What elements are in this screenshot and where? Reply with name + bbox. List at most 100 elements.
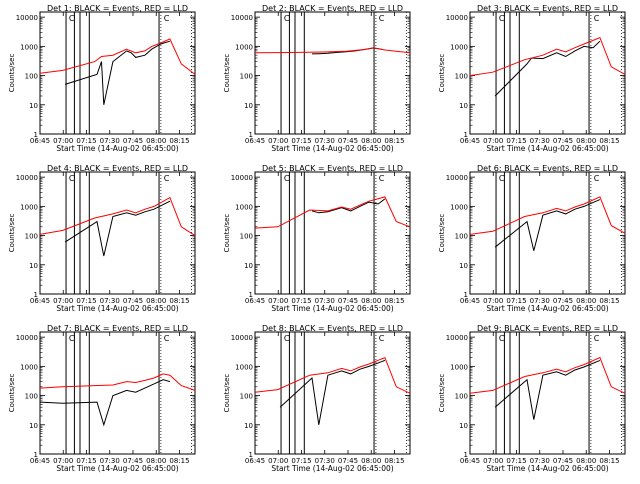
series-events: [279, 359, 386, 425]
series-lld: [469, 36, 626, 77]
y-tick-label: 1000: [20, 203, 38, 211]
series-lld: [39, 373, 196, 391]
x-tick-label: 08:15: [599, 297, 619, 305]
y-tick-label: 1: [249, 451, 253, 459]
flag-label: C: [69, 334, 75, 343]
x-axis-label: Start Time (14-Aug-02 06:45:00): [271, 144, 393, 153]
series-events: [64, 40, 171, 105]
y-tick-label: 1: [249, 291, 253, 299]
x-tick-label: 08:15: [384, 137, 404, 145]
detector-panel-2: Det 2: BLACK = Events, RED = LLD 1 10 100 10…: [223, 4, 411, 153]
x-tick-label: 07:00: [268, 137, 288, 145]
plot-frame: [39, 11, 196, 135]
x-tick-label: 07:45: [553, 137, 573, 145]
x-tick-label: 08:00: [361, 297, 381, 305]
y-tick-label: 10: [29, 262, 38, 270]
y-tick-label: 100: [25, 73, 38, 81]
x-axis-label: Start Time (14-Aug-02 06:45:00): [56, 304, 178, 313]
detector-panel-9: Det 9: BLACK = Events, RED = LLD 1 10 100 10…: [438, 324, 626, 473]
y-tick-label: 10000: [231, 174, 253, 182]
detector-panel-8: Det 8: BLACK = Events, RED = LLD 1 10 100 10…: [223, 324, 411, 473]
y-tick-label: 1: [34, 291, 38, 299]
y-tick-label: 1: [464, 291, 468, 299]
flag-label: C: [594, 14, 600, 23]
flag-label: C: [69, 14, 75, 23]
x-tick-label: 08:15: [169, 137, 189, 145]
y-tick-label: 10000: [446, 174, 468, 182]
x-tick-label: 07:15: [291, 137, 311, 145]
x-tick-label: 08:15: [384, 297, 404, 305]
x-tick-label: 07:45: [123, 297, 143, 305]
flag-label: C: [499, 174, 505, 183]
y-tick-label: 100: [455, 73, 468, 81]
y-tick-label: 10: [244, 422, 253, 430]
y-tick-label: 10: [244, 262, 253, 270]
x-tick-label: 08:00: [361, 457, 381, 465]
x-tick-label: 07:15: [506, 297, 526, 305]
x-tick-label: 07:30: [100, 457, 120, 465]
y-tick-label: 1: [464, 131, 468, 139]
y-tick-label: 1: [34, 451, 38, 459]
x-tick-label: 08:00: [576, 297, 596, 305]
x-axis-label: Start Time (14-Aug-02 06:45:00): [486, 464, 608, 473]
x-tick-label: 08:15: [599, 457, 619, 465]
x-tick-label: 07:00: [483, 457, 503, 465]
panel-title: Det 8: BLACK = Events, RED = LLD: [262, 324, 403, 333]
flag-label: C: [594, 334, 600, 343]
x-tick-label: 07:45: [338, 137, 358, 145]
x-tick-label: 07:00: [53, 137, 73, 145]
x-tick-label: 07:30: [315, 297, 335, 305]
x-tick-label: 07:00: [483, 297, 503, 305]
x-tick-label: 07:00: [53, 297, 73, 305]
plot-frame: [469, 11, 626, 135]
x-tick-label: 08:00: [576, 457, 596, 465]
y-tick-label: 1: [34, 131, 38, 139]
series-events: [311, 198, 386, 214]
x-tick-label: 07:00: [53, 457, 73, 465]
x-axis-label: Start Time (14-Aug-02 06:45:00): [56, 144, 178, 153]
x-axis-label: Start Time (14-Aug-02 06:45:00): [56, 464, 178, 473]
detector-panel-4: Det 4: BLACK = Events, RED = LLD 1 10 100 10…: [8, 164, 196, 313]
detector-panel-1: Det 1: BLACK = Events, RED = LLD 1 10 100 10…: [8, 4, 196, 153]
x-tick-label: 08:00: [361, 137, 381, 145]
series-events: [494, 40, 601, 97]
x-axis-label: Start Time (14-Aug-02 06:45:00): [271, 304, 393, 313]
y-tick-label: 1000: [235, 43, 253, 51]
y-tick-label: 1: [464, 451, 468, 459]
detector-panel-3: Det 3: BLACK = Events, RED = LLD 1 10 100 10…: [438, 4, 626, 153]
x-tick-label: 06:45: [460, 137, 480, 145]
x-tick-label: 08:00: [146, 457, 166, 465]
y-axis-label: Counts/sec: [223, 374, 231, 413]
plot-frame: [254, 331, 411, 455]
x-tick-label: 08:15: [384, 457, 404, 465]
x-tick-label: 08:00: [146, 297, 166, 305]
panel-title: Det 1: BLACK = Events, RED = LLD: [47, 4, 188, 13]
x-tick-label: 07:15: [76, 137, 96, 145]
y-tick-label: 100: [240, 233, 253, 241]
x-tick-label: 07:45: [553, 457, 573, 465]
detector-panel-7: Det 7: BLACK = Events, RED = LLD 1 10 100 10…: [8, 324, 196, 473]
flag-label: C: [379, 14, 385, 23]
flag-label: C: [164, 334, 170, 343]
y-tick-label: 10000: [16, 334, 38, 342]
y-tick-label: 10: [244, 102, 253, 110]
y-tick-label: 10: [29, 102, 38, 110]
panel-title: Det 5: BLACK = Events, RED = LLD: [262, 164, 403, 173]
y-tick-label: 10000: [16, 174, 38, 182]
x-tick-label: 06:45: [245, 297, 265, 305]
y-tick-label: 10: [459, 102, 468, 110]
y-tick-label: 1000: [20, 363, 38, 371]
x-tick-label: 08:15: [169, 457, 189, 465]
y-tick-label: 10000: [446, 14, 468, 22]
y-tick-label: 1: [249, 131, 253, 139]
series-lld: [254, 356, 411, 394]
plot-frame: [469, 171, 626, 295]
y-axis-label: Counts/sec: [438, 54, 446, 93]
y-tick-label: 10000: [446, 334, 468, 342]
plot-frame: [39, 171, 196, 295]
x-tick-label: 07:15: [291, 297, 311, 305]
y-axis-label: Counts/sec: [223, 214, 231, 253]
flag-label: C: [379, 334, 385, 343]
